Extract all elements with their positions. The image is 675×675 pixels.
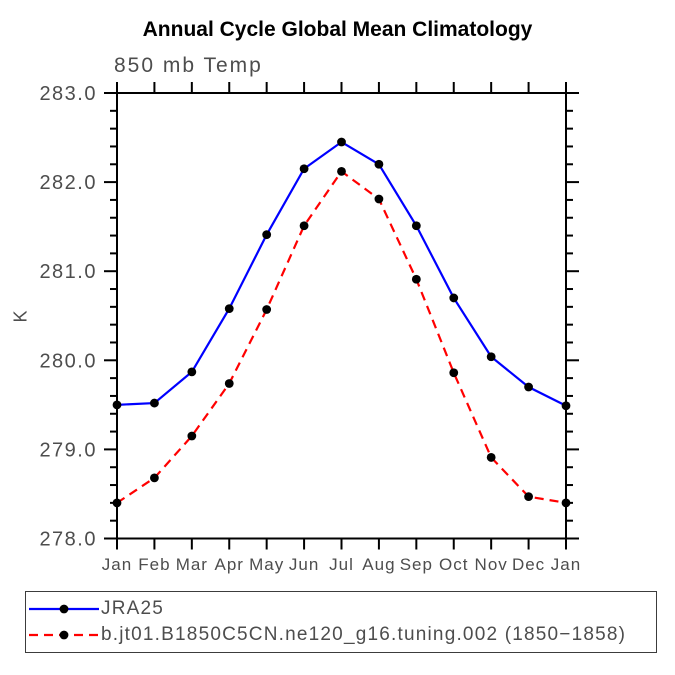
data-point-1 — [449, 368, 459, 378]
data-point-1 — [187, 431, 197, 441]
x-tick-label: Oct — [439, 555, 468, 574]
x-tick-label: Jan — [102, 555, 132, 574]
data-point-0 — [337, 137, 346, 147]
data-point-1 — [337, 167, 346, 176]
data-point-0 — [486, 352, 496, 362]
data-point-0 — [524, 382, 533, 392]
legend-label-jra25: JRA25 — [101, 598, 165, 619]
y-tick-label: 279.0 — [39, 439, 97, 461]
x-tick-label: Nov — [475, 555, 508, 574]
data-point-1 — [262, 305, 272, 314]
data-point-0 — [150, 398, 159, 408]
x-tick-label: Jan — [551, 555, 581, 574]
x-tick-label: May — [249, 555, 284, 574]
data-point-1 — [150, 473, 159, 483]
y-tick-label: 283.0 — [39, 83, 97, 105]
data-point-1 — [411, 274, 421, 284]
data-point-0 — [224, 304, 234, 314]
legend-item-jra25: JRA25 — [26, 596, 656, 622]
data-point-1 — [561, 498, 571, 508]
y-tick-label: 278.0 — [39, 529, 97, 551]
data-point-0 — [262, 230, 272, 240]
data-point-1 — [524, 492, 533, 502]
legend-line-sample-solid — [29, 604, 99, 614]
data-point-0 — [299, 164, 309, 174]
x-tick-label: Aug — [362, 555, 395, 574]
y-tick-label: 281.0 — [39, 261, 97, 283]
data-point-0 — [187, 367, 197, 377]
legend-marker-dot — [59, 630, 69, 640]
legend-item-model: b.jt01.B1850C5CN.ne120_g16.tuning.002 (1… — [26, 622, 656, 648]
series-line-1 — [116, 169, 567, 504]
data-point-1 — [486, 453, 496, 462]
legend-box: JRA25 b.jt01.B1850C5CN.ne120_g16.tuning.… — [25, 591, 657, 653]
y-tick-label: 282.0 — [39, 172, 97, 194]
legend-line-sample-dashed — [29, 630, 99, 640]
data-point-0 — [449, 293, 459, 303]
chart-title: Annual Cycle Global Mean Climatology — [142, 18, 533, 41]
legend-label-model: b.jt01.B1850C5CN.ne120_g16.tuning.002 (1… — [101, 624, 627, 645]
legend-marker-dot — [59, 604, 69, 614]
y-tick-label: 280.0 — [39, 350, 97, 372]
x-tick-label: Apr — [215, 555, 244, 574]
data-point-1 — [224, 379, 234, 388]
data-point-0 — [411, 221, 421, 231]
x-tick-label: Sep — [400, 555, 433, 574]
data-point-0 — [374, 159, 384, 169]
data-point-1 — [112, 498, 122, 508]
data-point-0 — [112, 400, 122, 410]
plot-frame — [116, 92, 567, 540]
x-tick-label: Mar — [176, 555, 208, 574]
x-tick-label: Jul — [329, 555, 354, 574]
x-tick-label: Feb — [138, 555, 170, 574]
x-tick-label: Jun — [289, 555, 319, 574]
data-point-0 — [561, 401, 571, 411]
data-point-1 — [299, 221, 309, 231]
chart-subtitle: 850 mb Temp — [114, 54, 263, 77]
series-line-0 — [116, 140, 567, 407]
x-tick-label: Dec — [512, 555, 545, 574]
data-point-1 — [374, 194, 384, 204]
